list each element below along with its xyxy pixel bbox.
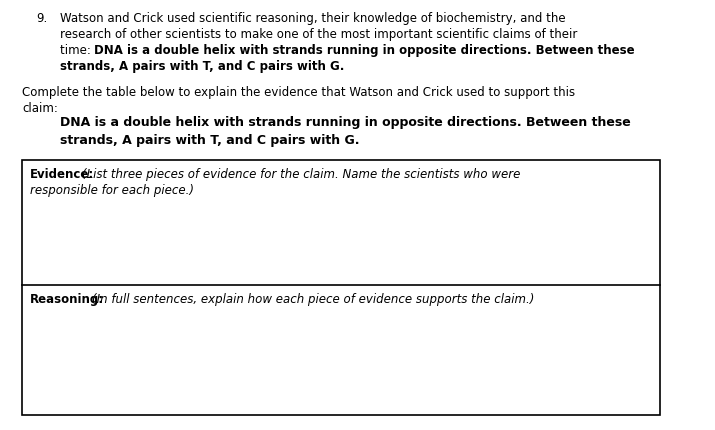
Text: claim:: claim:: [22, 102, 58, 115]
Text: responsible for each piece.): responsible for each piece.): [30, 184, 194, 197]
Text: (List three pieces of evidence for the claim. Name the scientists who were: (List three pieces of evidence for the c…: [82, 168, 521, 181]
Text: 9.: 9.: [36, 12, 47, 25]
Text: Complete the table below to explain the evidence that Watson and Crick used to s: Complete the table below to explain the …: [22, 86, 575, 99]
Text: DNA is a double helix with strands running in opposite directions. Between these: DNA is a double helix with strands runni…: [94, 44, 635, 57]
Text: Reasoning:: Reasoning:: [30, 293, 104, 306]
Text: Watson and Crick used scientific reasoning, their knowledge of biochemistry, and: Watson and Crick used scientific reasoni…: [60, 12, 566, 25]
Text: DNA is a double helix with strands running in opposite directions. Between these: DNA is a double helix with strands runni…: [60, 116, 631, 129]
Text: time:: time:: [60, 44, 94, 57]
Text: (In full sentences, explain how each piece of evidence supports the claim.): (In full sentences, explain how each pie…: [92, 293, 534, 306]
Text: strands, A pairs with T, and C pairs with G.: strands, A pairs with T, and C pairs wit…: [60, 134, 360, 147]
Text: research of other scientists to make one of the most important scientific claims: research of other scientists to make one…: [60, 28, 578, 41]
Bar: [22, 160, 660, 415]
Text: strands, A pairs with T, and C pairs with G.: strands, A pairs with T, and C pairs wit…: [60, 60, 345, 73]
Text: Evidence:: Evidence:: [30, 168, 94, 181]
